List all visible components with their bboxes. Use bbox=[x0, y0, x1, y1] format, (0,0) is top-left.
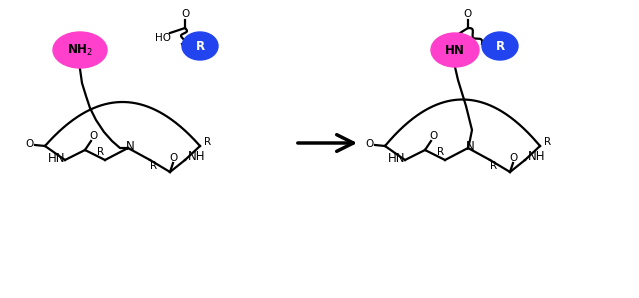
Text: O: O bbox=[25, 139, 33, 149]
Text: NH$_2$: NH$_2$ bbox=[67, 42, 93, 58]
Text: O: O bbox=[170, 153, 178, 163]
Text: N: N bbox=[126, 139, 134, 153]
Ellipse shape bbox=[53, 32, 107, 68]
Text: HN: HN bbox=[49, 151, 66, 164]
Text: NH: NH bbox=[189, 150, 206, 164]
Text: R: R bbox=[438, 147, 445, 157]
Text: N: N bbox=[466, 139, 474, 153]
Text: NH: NH bbox=[528, 150, 546, 164]
Text: O: O bbox=[464, 9, 472, 19]
Ellipse shape bbox=[182, 32, 218, 60]
Text: R: R bbox=[491, 161, 498, 171]
Text: O: O bbox=[181, 9, 189, 19]
Ellipse shape bbox=[482, 32, 518, 60]
Ellipse shape bbox=[431, 33, 479, 67]
Text: HN: HN bbox=[389, 151, 406, 164]
Text: O: O bbox=[89, 131, 97, 141]
Text: R: R bbox=[150, 161, 158, 171]
Text: O: O bbox=[365, 139, 373, 149]
Text: O: O bbox=[510, 153, 518, 163]
Text: R: R bbox=[544, 137, 551, 147]
Text: HN: HN bbox=[445, 44, 465, 57]
Text: R: R bbox=[97, 147, 105, 157]
Text: R: R bbox=[495, 40, 505, 52]
Text: R: R bbox=[204, 137, 212, 147]
Text: O: O bbox=[429, 131, 437, 141]
Text: R: R bbox=[196, 40, 204, 52]
Text: HO: HO bbox=[155, 33, 171, 43]
